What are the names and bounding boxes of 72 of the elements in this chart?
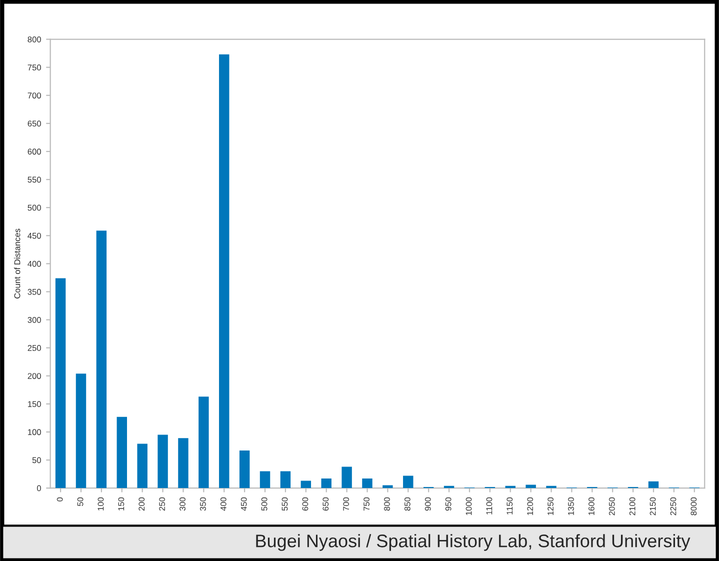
bar: [382, 485, 393, 488]
bar: [648, 481, 659, 488]
bar: [158, 434, 168, 488]
x-tick-label: 900: [424, 497, 431, 511]
bar: [239, 450, 250, 488]
y-tick-label: 50: [32, 457, 41, 464]
bar: [321, 478, 332, 488]
x-tick-label: 1350: [568, 497, 574, 515]
x-tick-label: 50: [77, 497, 84, 506]
x-tick-label: 550: [282, 497, 288, 511]
y-axis-title: Count of Distances: [14, 228, 20, 298]
x-tick-label: 1100: [486, 497, 492, 514]
y-tick-label: 800: [28, 36, 41, 42]
x-tick-label: 300: [180, 497, 186, 511]
x-tick-label: 350: [200, 497, 206, 511]
x-tick-label: 250: [159, 497, 166, 511]
x-tick-label: 2150: [650, 497, 656, 516]
bar: [219, 54, 230, 488]
x-tick-label: 450: [240, 497, 247, 511]
x-tick-label: 2050: [608, 497, 615, 516]
x-tick-label: 1200: [527, 497, 534, 515]
bar: [198, 396, 209, 488]
bar: [546, 486, 556, 488]
bar: [362, 478, 372, 488]
bar: [55, 278, 66, 488]
y-tick-label: 200: [28, 373, 41, 379]
y-tick-label: 750: [28, 64, 41, 70]
y-tick-label: 700: [28, 92, 41, 98]
bar: [96, 230, 107, 488]
x-tick-label: 400: [220, 497, 226, 511]
y-tick-label: 250: [28, 345, 41, 351]
x-tick-label: 1150: [506, 497, 513, 514]
x-tick-label: 2250: [670, 497, 676, 516]
y-tick-label: 500: [28, 204, 41, 211]
y-tick-label: 0: [36, 485, 41, 492]
y-tick-label: 150: [28, 401, 41, 408]
y-tick-label: 300: [28, 316, 41, 323]
x-tick-label: 950: [445, 497, 452, 511]
y-tick-label: 600: [28, 148, 41, 155]
bar: [137, 444, 148, 488]
x-tick-label: 850: [404, 497, 410, 511]
x-tick-label: 8000: [690, 497, 697, 516]
bar: [342, 466, 352, 488]
x-tick-label: 150: [118, 497, 124, 510]
y-tick-label: 100: [28, 429, 41, 436]
x-tick-label: 1600: [588, 497, 594, 515]
x-tick-label: 650: [322, 497, 329, 511]
bar: [300, 480, 312, 488]
x-tick-label: 500: [261, 497, 268, 511]
x-tick-label: 2100: [629, 497, 636, 516]
bar: [116, 416, 128, 488]
bar: [403, 476, 414, 488]
x-tick-label: 700: [343, 497, 350, 511]
x-tick-label: 1250: [548, 497, 554, 515]
bar: [280, 471, 291, 488]
text: Bugei Nyaosi / Spatial History Lab, Stanford University: [256, 534, 690, 551]
y-tick-label: 450: [28, 232, 41, 239]
x-tick-label: 200: [138, 497, 145, 511]
y-tick-label: 650: [28, 120, 41, 127]
bar: [178, 438, 188, 488]
x-tick-label: 600: [302, 497, 308, 511]
x-tick-label: 800: [384, 497, 390, 511]
x-tick-label: 100: [98, 497, 104, 510]
x-tick-label: 0: [56, 497, 63, 502]
bar: [76, 374, 86, 488]
y-tick-label: 400: [28, 260, 41, 267]
y-tick-label: 550: [28, 176, 41, 183]
x-tick-label: 1000: [466, 497, 472, 515]
bar: [260, 471, 270, 488]
bar: [526, 484, 536, 488]
x-tick-label: 750: [364, 497, 370, 511]
y-tick-label: 350: [28, 288, 41, 295]
